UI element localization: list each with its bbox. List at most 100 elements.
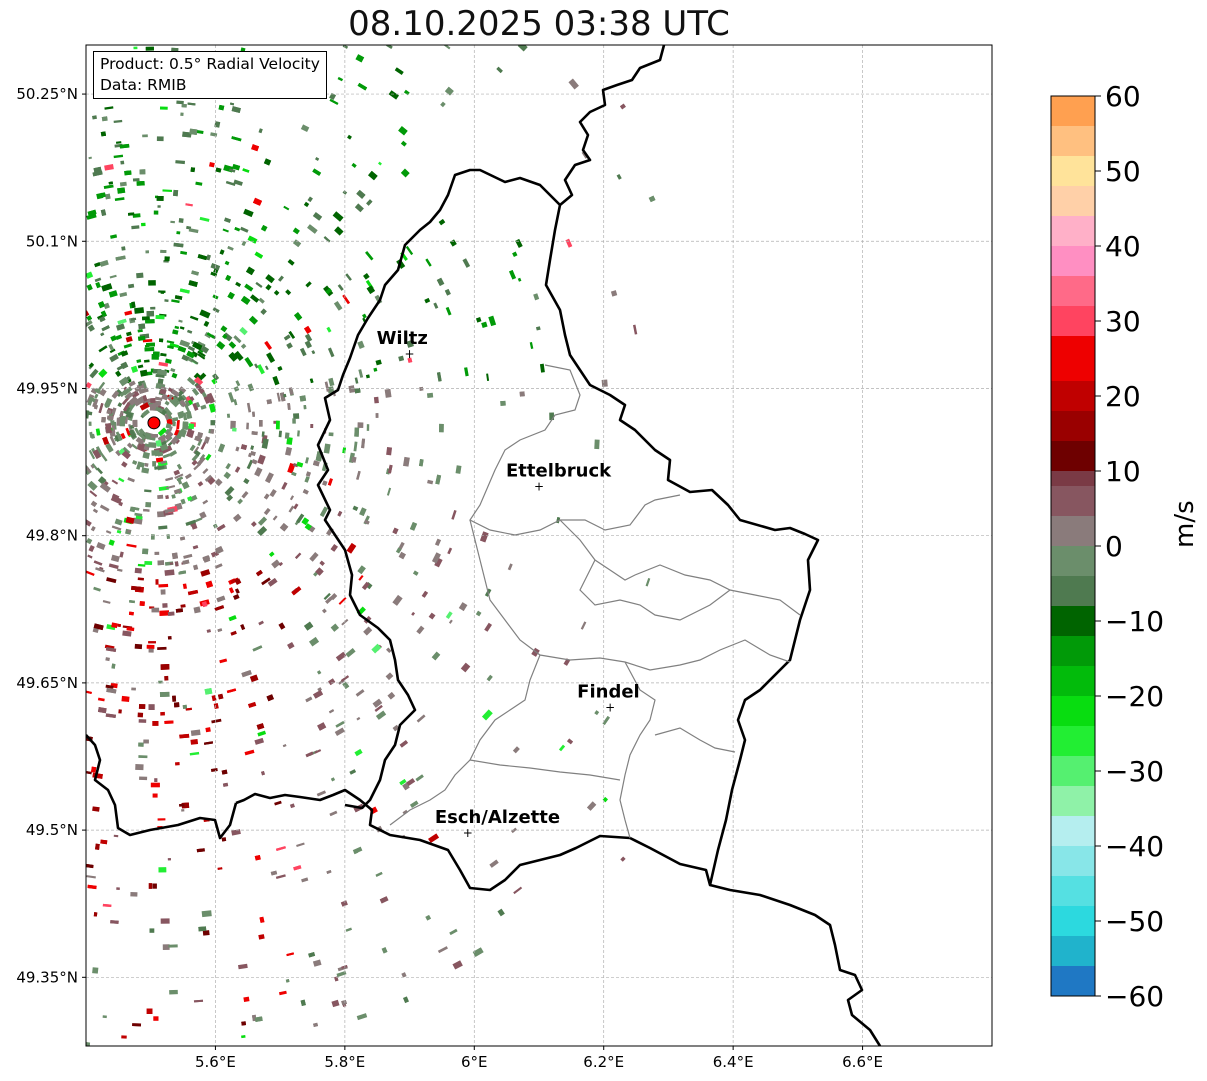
radar-echo bbox=[95, 281, 101, 289]
radar-echo bbox=[296, 842, 305, 848]
radar-echo bbox=[254, 1016, 263, 1023]
radar-echo bbox=[146, 1008, 153, 1014]
radar-echo bbox=[204, 687, 213, 695]
colorbar-segment bbox=[1051, 471, 1095, 486]
radar-echo bbox=[309, 551, 319, 562]
radar-echo bbox=[181, 354, 190, 362]
radar-echo bbox=[219, 658, 228, 664]
data-source-label: Data: RMIB bbox=[100, 76, 187, 94]
radar-echo bbox=[234, 466, 241, 473]
radar-echo bbox=[248, 315, 259, 325]
radar-echo bbox=[138, 755, 148, 759]
radar-echo bbox=[92, 449, 102, 459]
radar-echo bbox=[159, 691, 170, 697]
radar-echo bbox=[515, 238, 523, 248]
radar-echo bbox=[90, 526, 96, 532]
radar-echo bbox=[251, 521, 257, 527]
radar-echo bbox=[164, 675, 169, 681]
radar-echo bbox=[108, 343, 114, 351]
radar-echo bbox=[182, 583, 188, 590]
radar-echo bbox=[315, 157, 320, 161]
radar-echo bbox=[307, 224, 318, 234]
place-marker: + bbox=[605, 700, 615, 714]
radar-echo bbox=[254, 854, 261, 861]
radar-echo bbox=[127, 212, 135, 216]
radar-echo bbox=[159, 106, 168, 110]
lon-tick-label: 6.2°E bbox=[583, 1053, 624, 1071]
radar-echo bbox=[197, 438, 203, 447]
radar-echo bbox=[115, 141, 122, 144]
radar-echo bbox=[132, 213, 141, 218]
radar-echo bbox=[312, 460, 320, 467]
radar-echo bbox=[213, 268, 219, 274]
radar-echo bbox=[335, 720, 345, 728]
radar-echo bbox=[134, 643, 143, 650]
radar-echo bbox=[163, 436, 173, 445]
radar-echo bbox=[334, 976, 339, 982]
radar-echo bbox=[157, 427, 167, 437]
radar-echo bbox=[398, 126, 408, 136]
radar-echo bbox=[326, 326, 332, 333]
radar-echo bbox=[449, 928, 458, 936]
radar-echo bbox=[106, 415, 114, 421]
radar-echo bbox=[89, 368, 99, 379]
radar-echo bbox=[110, 920, 119, 924]
radar-echo bbox=[115, 370, 122, 378]
radar-echo bbox=[88, 545, 95, 553]
radar-echo bbox=[302, 489, 309, 495]
radar-echo bbox=[166, 534, 171, 539]
radar-echo bbox=[387, 691, 396, 700]
radar-echo bbox=[155, 314, 165, 320]
radar-echo bbox=[118, 709, 122, 714]
radar-echo bbox=[160, 249, 167, 254]
radar-echo bbox=[133, 396, 145, 407]
radar-echo bbox=[86, 310, 90, 317]
radar-echo bbox=[176, 476, 184, 482]
radar-echo bbox=[266, 352, 276, 364]
radar-echo bbox=[93, 560, 103, 566]
radar-echo bbox=[203, 436, 211, 444]
radar-echo bbox=[88, 421, 92, 426]
canton-boundary bbox=[389, 654, 541, 826]
radar-echo bbox=[110, 495, 122, 505]
radar-echo bbox=[105, 713, 116, 718]
radar-echo bbox=[427, 479, 434, 485]
radar-echo bbox=[517, 277, 522, 282]
radar-echo bbox=[426, 392, 434, 398]
colorbar-segment bbox=[1051, 606, 1095, 636]
radar-echo bbox=[354, 203, 364, 213]
radar-echo bbox=[205, 453, 212, 461]
radar-echo bbox=[428, 612, 436, 620]
radar-echo bbox=[243, 478, 250, 485]
radar-echo bbox=[119, 410, 124, 417]
radar-echo bbox=[200, 404, 207, 410]
radar-echo bbox=[132, 1023, 142, 1027]
radar-echo bbox=[240, 444, 248, 451]
radar-echo bbox=[148, 280, 156, 286]
radar-echo bbox=[181, 394, 187, 400]
radar-echo bbox=[116, 568, 123, 572]
radar-echo bbox=[358, 574, 364, 581]
radar-echo bbox=[146, 310, 155, 317]
radar-echo bbox=[128, 396, 139, 406]
colorbar-segment bbox=[1051, 336, 1095, 381]
radar-echo bbox=[323, 236, 331, 243]
radar-echo bbox=[192, 564, 199, 571]
radar-echo bbox=[365, 374, 370, 379]
radar-echo bbox=[305, 471, 312, 477]
radar-echo bbox=[95, 567, 105, 573]
colorbar-segment bbox=[1051, 516, 1095, 546]
radar-echo bbox=[365, 251, 374, 261]
radar-echo bbox=[98, 402, 104, 414]
radar-echo bbox=[351, 456, 357, 463]
radar-echo bbox=[164, 431, 174, 441]
radar-echo bbox=[340, 900, 348, 907]
radar-echo bbox=[193, 376, 204, 386]
radar-echo bbox=[289, 803, 295, 809]
colorbar-tick-label: −30 bbox=[1105, 755, 1164, 788]
radar-echo bbox=[131, 687, 136, 691]
radar-echo bbox=[230, 630, 237, 636]
radar-echo bbox=[210, 132, 218, 137]
radar-echo bbox=[580, 621, 587, 630]
radar-echo bbox=[199, 309, 211, 319]
